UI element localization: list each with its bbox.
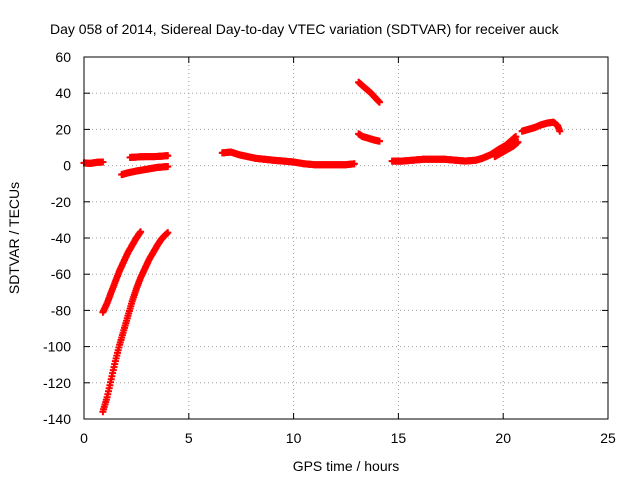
y-tick-label: -140 bbox=[43, 411, 71, 427]
series-arc-5 bbox=[118, 163, 172, 179]
series-arc-11 bbox=[518, 118, 564, 135]
y-tick-label: 60 bbox=[55, 49, 71, 65]
x-axis-label: GPS time / hours bbox=[293, 458, 400, 474]
series-arc-2 bbox=[99, 228, 145, 316]
y-tick-label: -80 bbox=[51, 302, 71, 318]
y-tick-label: -60 bbox=[51, 266, 71, 282]
chart-title: Day 058 of 2014, Sidereal Day-to-day VTE… bbox=[50, 21, 560, 37]
series-layer bbox=[80, 78, 564, 416]
ticks-layer: -140 -120 -100 -80 -60 -40 -20 0 20 40 60 0 5 10 15 20 2… bbox=[43, 49, 616, 446]
series-arc-7 bbox=[355, 78, 383, 106]
y-tick-label: 40 bbox=[55, 85, 71, 101]
y-tick-label: -120 bbox=[43, 375, 71, 391]
data-point bbox=[137, 228, 145, 236]
x-tick-label: 0 bbox=[80, 430, 88, 446]
data-point bbox=[350, 160, 358, 168]
data-point bbox=[164, 163, 172, 170]
grid-layer bbox=[84, 57, 608, 419]
x-tick-label: 20 bbox=[495, 430, 511, 446]
y-tick-label: -40 bbox=[51, 230, 71, 246]
data-point bbox=[512, 133, 520, 141]
series-arc-6 bbox=[218, 148, 358, 169]
x-tick-label: 10 bbox=[286, 430, 302, 446]
data-point bbox=[556, 127, 564, 135]
y-tick-label: 0 bbox=[63, 158, 71, 174]
y-axis-label: SDTVAR / TECUs bbox=[6, 182, 22, 294]
data-point bbox=[376, 137, 383, 145]
series-arc-9 bbox=[388, 133, 520, 165]
y-tick-label: -100 bbox=[43, 339, 71, 355]
data-point bbox=[99, 158, 107, 166]
data-point bbox=[514, 138, 522, 146]
data-point bbox=[164, 229, 172, 237]
x-tick-label: 25 bbox=[600, 430, 616, 446]
data-point bbox=[164, 152, 172, 160]
data-point bbox=[376, 98, 383, 106]
y-tick-label: -20 bbox=[51, 194, 71, 210]
series-arc-8 bbox=[355, 130, 383, 145]
series-arc-3 bbox=[99, 229, 172, 416]
y-tick-label: 20 bbox=[55, 121, 71, 137]
plot-frame bbox=[83, 56, 609, 420]
series-arc-4 bbox=[126, 152, 172, 161]
x-tick-label: 15 bbox=[391, 430, 407, 446]
x-tick-label: 5 bbox=[185, 430, 193, 446]
series-arc-10 bbox=[491, 138, 522, 161]
